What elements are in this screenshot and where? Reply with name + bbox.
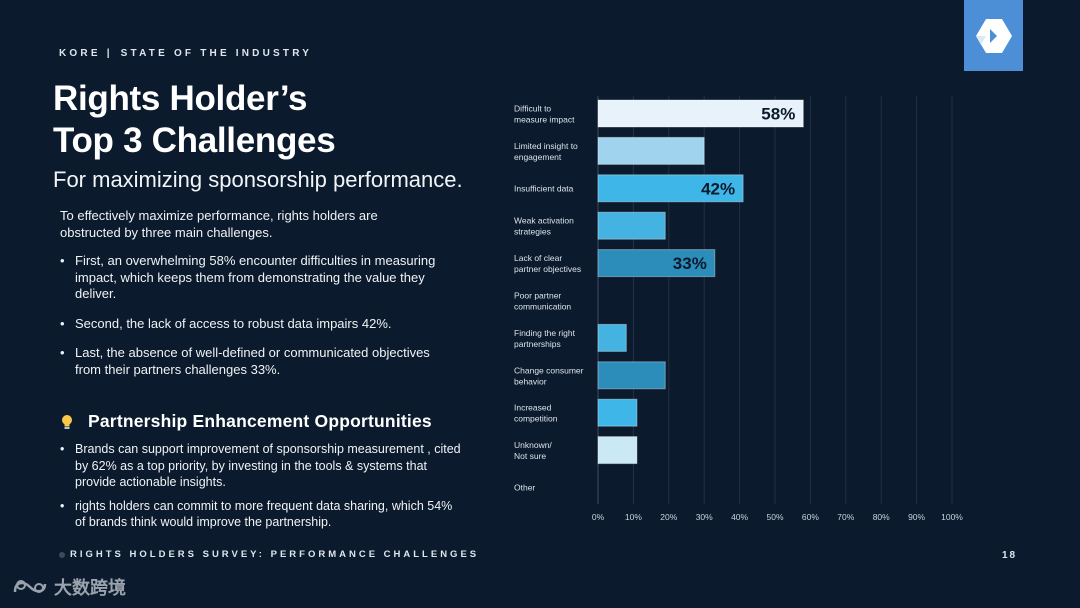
bar xyxy=(597,249,716,278)
category-label: Weak activation strategies xyxy=(514,216,574,237)
bar xyxy=(597,436,638,465)
challenge-bullets: Second, the lack of access to robust dat… xyxy=(60,316,440,333)
category-label-line: communication xyxy=(514,302,571,312)
category-label: Increased competition xyxy=(514,403,558,424)
page-title: Rights Holder’s Top 3 Challenges xyxy=(53,78,336,162)
category-label-line: strategies xyxy=(514,227,551,237)
x-tick-label: 20% xyxy=(660,512,677,522)
category-label-line: Finding the right xyxy=(514,328,576,338)
bar xyxy=(597,361,666,390)
lightbulb-icon xyxy=(62,414,72,429)
x-tick-label: 40% xyxy=(731,512,748,522)
x-tick-label: 80% xyxy=(873,512,890,522)
x-tick-label: 0% xyxy=(592,512,605,522)
category-label-line: engagement xyxy=(514,152,562,162)
x-tick-label: 30% xyxy=(696,512,713,522)
data-label: 58% xyxy=(761,105,795,124)
category-label: Lack of clear partner objectives xyxy=(514,253,581,274)
footer: RIGHTS HOLDERS SURVEY: PERFORMANCE CHALL… xyxy=(59,549,479,560)
challenge-bullets: Last, the absence of well-defined or com… xyxy=(60,345,440,378)
category-label-line: competition xyxy=(514,414,558,424)
infinity-logo-icon xyxy=(13,580,47,593)
category-label: Poor partner communication xyxy=(514,291,571,312)
opportunities-title: Partnership Enhancement Opportunities xyxy=(88,411,432,431)
category-label-line: Weak activation xyxy=(514,216,574,226)
logo-hexagon-icon xyxy=(975,18,1012,53)
category-label-line: Other xyxy=(514,483,535,493)
x-tick-label: 100% xyxy=(941,512,963,522)
category-label-line: behavior xyxy=(514,376,547,386)
logo xyxy=(964,0,1023,71)
watermark: 大数跨境 xyxy=(12,574,126,600)
category-label-line: Difficult to xyxy=(514,104,551,114)
bar xyxy=(597,398,638,427)
category-label-line: Increased xyxy=(514,403,552,413)
header-separator: | xyxy=(106,48,113,59)
intro-text: To effectively maximize performance, rig… xyxy=(60,208,378,240)
opportunities-heading: Partnership Enhancement Opportunities xyxy=(60,411,432,432)
category-label-line: partner objectives xyxy=(514,264,581,274)
challenge-bullets: First, an overwhelming 58% encounter dif… xyxy=(60,253,440,303)
list-item: First, an overwhelming 58% encounter dif… xyxy=(60,253,440,303)
title-line: Top 3 Challenges xyxy=(53,121,336,160)
category-label-line: measure impact xyxy=(514,115,575,125)
section-label: STATE OF THE INDUSTRY xyxy=(120,48,313,59)
bar xyxy=(597,136,705,165)
list-item: Last, the absence of well-defined or com… xyxy=(60,345,440,378)
category-label: Unknown/Not sure xyxy=(514,440,552,461)
data-label: 42% xyxy=(701,179,735,198)
footer-dot xyxy=(59,551,65,558)
category-label-line: Poor partner xyxy=(514,291,561,301)
category-label-line: Unknown/ xyxy=(514,440,552,450)
title-line: Rights Holder’s xyxy=(53,79,308,118)
category-label-line: Insufficient data xyxy=(514,183,574,193)
category-label-line: partnerships xyxy=(514,339,561,349)
list-item: Brands can support improvement of sponso… xyxy=(60,441,465,491)
x-tick-label: 70% xyxy=(837,512,854,522)
category-label: Limited insight to engagement xyxy=(514,141,578,162)
category-label: Finding the right partnerships xyxy=(514,328,576,349)
category-label-line: Limited insight to xyxy=(514,141,578,151)
x-tick-label: 90% xyxy=(908,512,925,522)
category-label-line: Change consumer xyxy=(514,365,584,375)
brand-label: KORE xyxy=(59,48,101,59)
footer-label: RIGHTS HOLDERS SURVEY: PERFORMANCE CHALL… xyxy=(70,549,480,560)
x-tick-label: 10% xyxy=(625,512,642,522)
category-label-line: Lack of clear xyxy=(514,253,562,263)
bar xyxy=(597,211,666,240)
list-item: rights holders can commit to more freque… xyxy=(60,498,465,531)
bar xyxy=(597,174,744,203)
page-number: 18 xyxy=(1002,550,1018,561)
category-label: Insufficient data xyxy=(514,183,574,193)
bar xyxy=(597,323,627,352)
bar xyxy=(597,99,804,128)
opportunities-list: Brands can support improvement of sponso… xyxy=(60,441,465,531)
x-tick-label: 60% xyxy=(802,512,819,522)
x-tick-label: 50% xyxy=(766,512,783,522)
header: KORE | STATE OF THE INDUSTRY xyxy=(59,48,312,59)
category-label: Other xyxy=(514,483,535,493)
list-item: Second, the lack of access to robust dat… xyxy=(60,316,440,333)
page-subtitle: For maximizing sponsorship performance. xyxy=(53,167,463,192)
watermark-text: 大数跨境 xyxy=(54,578,126,598)
data-label: 33% xyxy=(673,254,707,273)
category-label: Difficult to measure impact xyxy=(514,104,575,125)
category-label: Change consumer behavior xyxy=(514,365,584,386)
category-label-line: Not sure xyxy=(514,451,546,461)
